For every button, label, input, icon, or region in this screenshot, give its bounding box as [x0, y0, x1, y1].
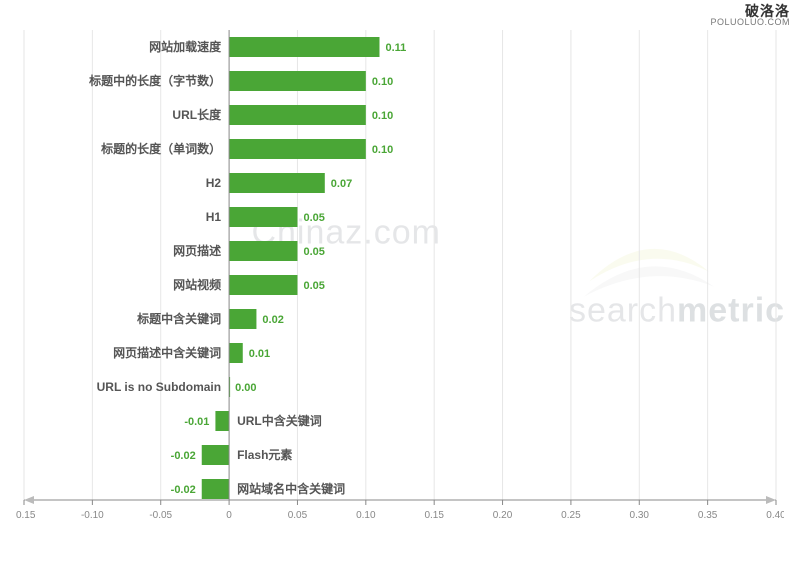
svg-text:-0.10: -0.10 — [81, 510, 104, 521]
bar-label: 标题的长度（单词数） — [100, 141, 221, 156]
bar-value: 0.10 — [372, 76, 393, 88]
brand-cn: 破洛洛 — [710, 4, 790, 18]
bar-row: 网站域名中含关键词 -0.02 — [171, 479, 345, 499]
bar-value: 0.05 — [303, 212, 324, 224]
bar-row: URL is no Subdomain 0.00 — [97, 377, 257, 397]
bar-label: H2 — [206, 176, 222, 190]
bar-value: 0.05 — [303, 246, 324, 258]
bar-value: 0.07 — [331, 178, 352, 190]
bar-row: 标题的长度（单词数） 0.10 — [100, 139, 393, 159]
bar-label: 网站加载速度 — [149, 39, 222, 54]
bar-row: 网页描述中含关键词 0.01 — [113, 343, 270, 363]
bar-value: 0.00 — [235, 382, 256, 394]
bar-label: H1 — [206, 210, 222, 224]
bar-row: 标题中的长度（字节数） 0.10 — [88, 71, 393, 91]
bar-value: -0.02 — [171, 484, 196, 496]
x-axis: -0.15 -0.10 -0.05 0 0.05 0.10 0.15 0.20 0.25 0.30… — [16, 496, 784, 521]
svg-text:0: 0 — [226, 510, 232, 521]
bar-row: Flash元素 -0.02 — [171, 445, 293, 465]
bar-label: URL长度 — [172, 107, 222, 122]
svg-text:-0.15: -0.15 — [16, 510, 36, 521]
svg-text:searchmetrics: searchmetrics — [569, 292, 784, 330]
bar-row: 网站加载速度 0.11 — [149, 37, 406, 57]
svg-text:0.10: 0.10 — [356, 510, 376, 521]
bar-label: 标题中含关键词 — [136, 311, 221, 326]
bar-row: H2 0.07 — [206, 173, 352, 193]
svg-text:0.35: 0.35 — [698, 510, 718, 521]
bar-row: URL中含关键词 -0.01 — [184, 411, 321, 431]
watermark-searchmetrics: searchmetrics — [569, 249, 784, 330]
bar-label: 标题中的长度（字节数） — [88, 73, 221, 88]
bar-chart: Chinaz.comsearchmetrics-0.15-0.10-0.0500… — [16, 20, 784, 540]
bar-value: -0.01 — [184, 416, 209, 428]
bar-row: 标题中含关键词 0.02 — [136, 309, 284, 329]
bar-row: 网站视频 0.05 — [173, 275, 325, 295]
svg-text:0.15: 0.15 — [424, 510, 444, 521]
bar-label: URL中含关键词 — [237, 413, 322, 428]
bar-label: 网页描述 — [173, 243, 221, 258]
svg-text:0.30: 0.30 — [630, 510, 650, 521]
bar-value: 0.10 — [372, 110, 393, 122]
svg-text:-0.05: -0.05 — [149, 510, 172, 521]
svg-text:0.40: 0.40 — [766, 510, 784, 521]
bar-value: 0.05 — [303, 280, 324, 292]
bar-label: 网页描述中含关键词 — [113, 345, 221, 360]
bar-value: 0.02 — [262, 314, 283, 326]
bar-value: 0.01 — [249, 348, 270, 360]
bar-label: URL is no Subdomain — [97, 380, 221, 394]
bars: 网站加载速度0.11标题中的长度（字节数）0.10URL长度0.10标题的长度（… — [88, 37, 406, 499]
bar-label: Flash元素 — [237, 447, 292, 462]
bar-row: URL长度 0.10 — [172, 105, 393, 125]
bar-value: 0.11 — [385, 42, 406, 54]
svg-text:0.05: 0.05 — [288, 510, 308, 521]
svg-text:0.20: 0.20 — [493, 510, 513, 521]
svg-text:0.25: 0.25 — [561, 510, 581, 521]
bar-label: 网站域名中含关键词 — [237, 481, 345, 496]
bar-value: 0.10 — [372, 144, 393, 156]
gridlines — [24, 30, 776, 500]
bar-value: -0.02 — [171, 450, 196, 462]
bar-label: 网站视频 — [173, 277, 221, 292]
